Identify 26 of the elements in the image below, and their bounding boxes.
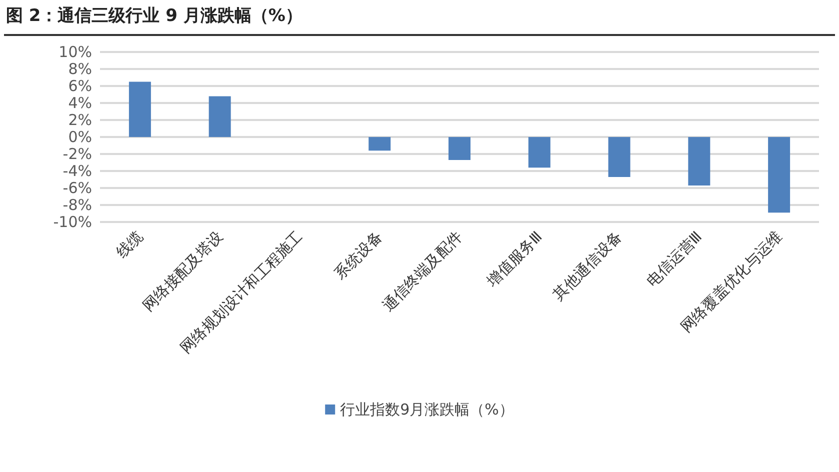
y-tick-label: -10% (53, 213, 92, 231)
bar (688, 137, 710, 186)
bar (768, 137, 790, 213)
y-tick-label: -6% (62, 179, 92, 197)
legend-label: 行业指数9月涨跌幅（%） (340, 400, 514, 418)
bar (448, 137, 470, 160)
x-tick-label: 其他通信设备 (549, 228, 626, 304)
y-tick-label: 8% (68, 60, 92, 78)
y-tick-label: 2% (68, 111, 92, 129)
bar (608, 137, 630, 177)
y-tick-label: 6% (68, 77, 92, 95)
y-tick-label: -8% (62, 196, 92, 214)
bar (128, 82, 151, 137)
x-tick-label: 系统设备 (330, 228, 386, 283)
chart-title: 图 2：通信三级行业 9 月涨跌幅（%） (6, 5, 302, 27)
y-tick-label: 4% (68, 94, 92, 112)
y-tick-label: -4% (62, 162, 92, 180)
y-tick-label: 0% (68, 128, 92, 146)
x-tick-label: 电信运营Ⅲ (643, 228, 706, 290)
y-tick-label: -2% (62, 145, 92, 163)
bar (528, 137, 550, 168)
y-tick-label: 10% (58, 43, 92, 61)
bar (208, 96, 231, 137)
x-tick-label: 线缆 (112, 228, 146, 262)
x-tick-label: 增值服务Ⅲ (482, 228, 546, 291)
bar (368, 137, 391, 151)
